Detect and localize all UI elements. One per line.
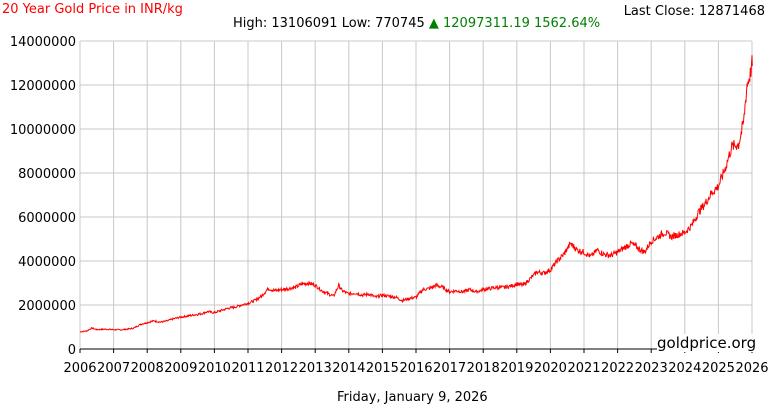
- y-tick-label: 0: [68, 343, 76, 358]
- y-tick-label: 6000000: [18, 211, 76, 226]
- high-label: High: 13106091: [233, 16, 338, 31]
- watermark-text: goldprice.org: [657, 334, 757, 352]
- x-tick-label: 2010: [198, 361, 231, 376]
- series-layer: [79, 55, 754, 333]
- x-tick-label: 2020: [534, 361, 567, 376]
- x-tick-label: 2026: [735, 361, 768, 376]
- y-tick-label: 8000000: [18, 167, 76, 182]
- x-tick-label: 2016: [399, 361, 432, 376]
- x-tick-label: 2014: [332, 361, 365, 376]
- y-tick-label: 10000000: [10, 123, 76, 138]
- y-tick-label: 14000000: [10, 35, 76, 50]
- x-tick-label: 2012: [265, 361, 298, 376]
- low-label: Low: 770745: [341, 16, 425, 31]
- grid: [79, 40, 753, 353]
- y-tick-label: 12000000: [10, 79, 76, 94]
- x-tick-label: 2008: [131, 361, 164, 376]
- footer-date: Friday, January 9, 2026: [337, 390, 488, 405]
- change-text: 12097311.19 1562.64%: [443, 16, 601, 31]
- x-tick-label: 2013: [299, 361, 332, 376]
- tick-labels: 2006 2007 2008 2009 2010 2011 2012 2013 2014 2015…: [10, 35, 769, 376]
- y-tick-label: 2000000: [18, 299, 76, 314]
- x-tick-label: 2011: [231, 361, 264, 376]
- x-tick-label: 2025: [702, 361, 735, 376]
- x-tick-label: 2023: [635, 361, 668, 376]
- x-tick-label: 2018: [467, 361, 500, 376]
- x-tick-label: 2007: [97, 361, 130, 376]
- x-tick-label: 2021: [567, 361, 600, 376]
- up-arrow-icon: ▲: [428, 16, 439, 31]
- gold-price-line: [79, 55, 754, 333]
- x-tick-label: 2015: [366, 361, 399, 376]
- x-tick-label: 2022: [601, 361, 634, 376]
- last-close-label: Last Close: 12871468: [623, 4, 765, 19]
- x-tick-label: 2017: [433, 361, 466, 376]
- y-tick-label: 4000000: [18, 255, 76, 270]
- x-tick-label: 2006: [63, 361, 96, 376]
- chart-title: 20 Year Gold Price in INR/kg: [2, 2, 183, 17]
- x-tick-label: 2019: [500, 361, 533, 376]
- x-tick-label: 2024: [668, 361, 701, 376]
- x-tick-label: 2009: [164, 361, 197, 376]
- stats-line: High: 13106091 Low: 770745 ▲ 12097311.19…: [233, 16, 600, 31]
